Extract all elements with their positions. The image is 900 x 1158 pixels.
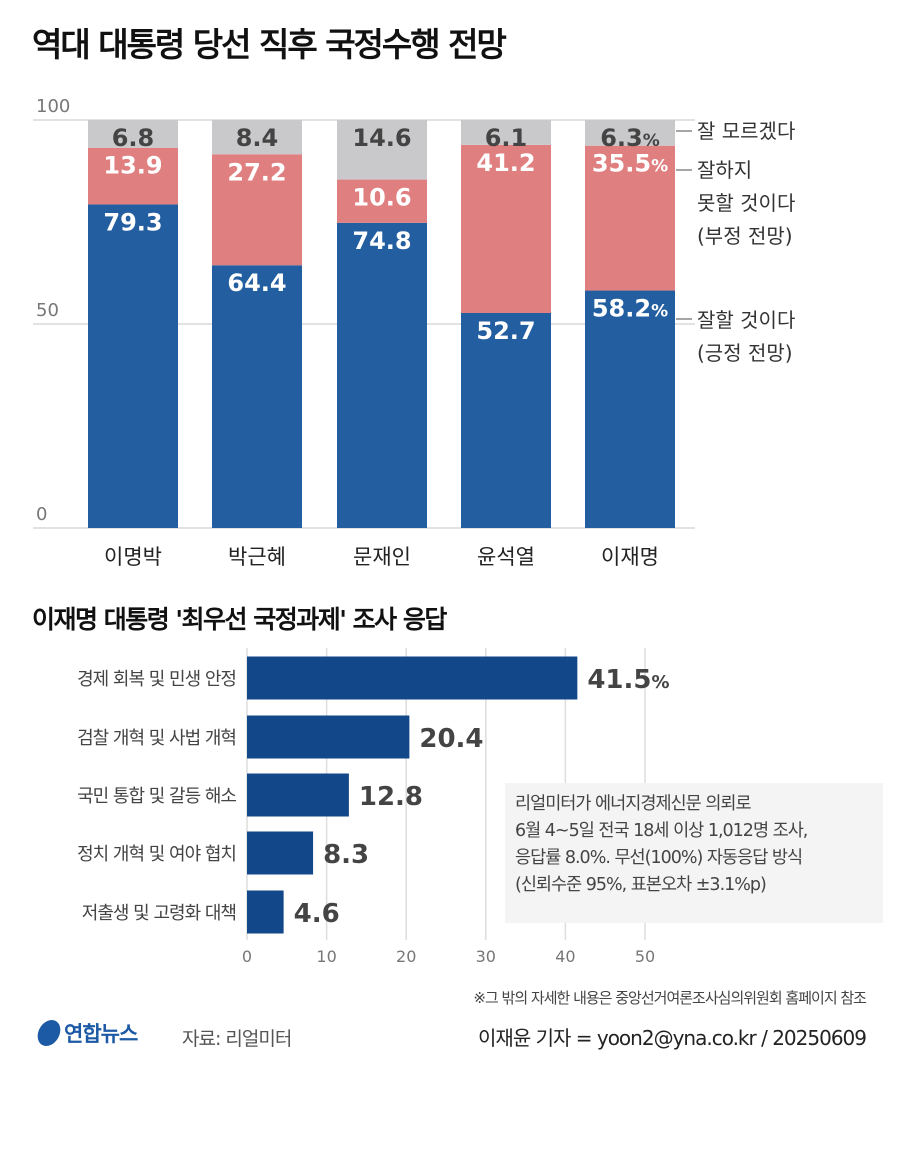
x-tick-label: 윤석열 [477, 545, 535, 569]
data-label: 41.5% [587, 665, 669, 695]
byline: 이재윤 기자 = yoon2@yna.co.kr / 20250609 [478, 1026, 867, 1050]
data-label: 8.4 [236, 124, 279, 152]
data-label: 4.6 [294, 899, 340, 929]
y-tick-label: 정치 개혁 및 여야 협치 [77, 844, 236, 865]
note-line: 6월 4~5일 전국 18세 이상 1,012명 조사, [515, 821, 808, 841]
stacked-bar-chart: 0 50 100 79.3 13.96.8 이명박 64.4 27.2 8.4 박근혜 74.8 10… [33, 96, 795, 569]
bar-segment [461, 144, 551, 313]
data-label: 27.2 [227, 158, 286, 186]
data-label: 52.7 [476, 317, 535, 345]
bar-segment [212, 154, 302, 266]
x-tick-label: 30 [476, 947, 496, 966]
bar-segment [212, 120, 302, 155]
logo-text: 연합뉴스 [64, 1022, 138, 1046]
legend-label: (긍정 전망) [697, 341, 793, 365]
bar-segment [337, 222, 427, 529]
bar-segment [88, 120, 178, 148]
bar [247, 656, 578, 700]
data-label: 20.4 [419, 724, 483, 754]
x-tick-label: 10 [316, 947, 336, 966]
bar-segment [461, 312, 551, 528]
legend-label: 잘 모르겠다 [697, 119, 795, 143]
x-tick-label: 이명박 [104, 545, 162, 569]
bar-segment [585, 145, 675, 291]
y-tick-label: 검찰 개혁 및 사법 개혁 [77, 728, 236, 749]
bar-segment [585, 290, 675, 528]
chart2-title: 이재명 대통령 '최우선 국정과제' 조사 응답 [32, 605, 447, 634]
logo-icon [35, 1020, 63, 1046]
logo: 연합뉴스 [35, 1018, 138, 1048]
x-tick-label: 박근혜 [228, 545, 286, 569]
source: 자료: 리얼미터 [182, 1028, 292, 1050]
bar-segment [212, 265, 302, 528]
bar [247, 890, 284, 934]
y-tick-label: 국민 통합 및 갈등 해소 [77, 786, 236, 807]
data-label: 8.3 [323, 840, 369, 870]
note-line: 응답률 8.0%. 무선(100%) 자동응답 방식 [515, 848, 803, 868]
data-label: 6.1 [485, 124, 528, 152]
bar [247, 831, 314, 875]
bar-segment [88, 147, 178, 205]
bar-segment [337, 179, 427, 223]
x-tick-label: 20 [396, 947, 416, 966]
y-tick-label: 100 [36, 96, 70, 117]
x-tick-label: 문재인 [353, 545, 411, 569]
data-label: 13.9 [103, 152, 162, 180]
y-tick-label: 0 [36, 504, 47, 525]
y-tick-label: 경제 회복 및 민생 안정 [77, 669, 236, 690]
note-line: 리얼미터가 에너지경제신문 의뢰로 [515, 794, 752, 814]
bar-segment [337, 120, 427, 180]
footnote: ※그 밖의 자세한 내용은 중앙선거여론조사심의위원회 홈페이지 참조 [473, 989, 867, 1007]
x-tick-label: 40 [555, 947, 575, 966]
bar-segment [88, 204, 178, 528]
y-tick-label: 저출생 및 고령화 대책 [82, 903, 236, 924]
y-tick-label: 50 [36, 300, 59, 321]
page-title: 역대 대통령 당선 직후 국정수행 전망 [32, 25, 507, 64]
data-label: 74.8 [352, 227, 411, 255]
data-label: 79.3 [103, 208, 162, 236]
data-label: 64.4 [227, 269, 286, 297]
x-tick-label: 이재명 [601, 545, 659, 569]
note-line: (신뢰수준 95%, 표본오차 ±3.1%p) [515, 875, 767, 895]
data-label: 41.2 [476, 149, 535, 177]
data-label: 14.6 [352, 124, 411, 152]
data-label: 12.8 [359, 782, 423, 812]
bar [247, 715, 410, 759]
legend-label: 잘하지 [697, 158, 752, 182]
legend-label: (부정 전망) [697, 224, 793, 248]
bar-segment [461, 120, 551, 145]
x-tick-label: 50 [635, 947, 655, 966]
data-label: 10.6 [352, 184, 411, 212]
survey-note: 리얼미터가 에너지경제신문 의뢰로 6월 4~5일 전국 18세 이상 1,01… [505, 783, 883, 923]
data-label: 6.8 [112, 124, 155, 152]
legend-label: 못할 것이다 [697, 191, 795, 215]
bar [247, 773, 349, 817]
x-tick-label: 0 [242, 947, 252, 966]
bar-segment [585, 120, 675, 146]
legend-label: 잘할 것이다 [697, 308, 795, 332]
